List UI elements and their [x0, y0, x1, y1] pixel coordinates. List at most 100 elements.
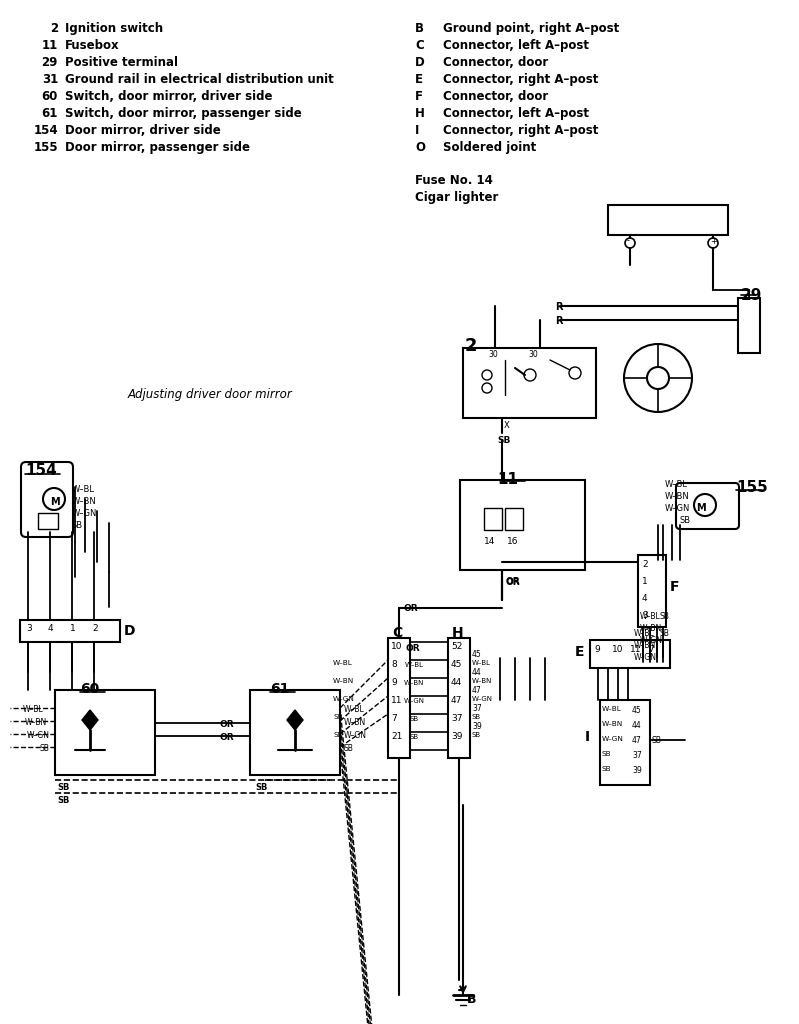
Text: W–BN: W–BN	[344, 718, 366, 727]
Text: W–BN: W–BN	[72, 497, 97, 506]
Bar	[448, 638, 470, 758]
Text: SB: SB	[255, 783, 268, 792]
Text: -: -	[627, 237, 630, 246]
Text: Connector, left A–post: Connector, left A–post	[443, 106, 589, 120]
Text: Switch, door mirror, passenger side: Switch, door mirror, passenger side	[65, 106, 302, 120]
Text: 1: 1	[642, 577, 648, 586]
Text: OR: OR	[505, 577, 519, 586]
Text: SB: SB	[57, 796, 70, 805]
Text: 10: 10	[612, 645, 623, 654]
Text: W–BN: W–BN	[403, 680, 424, 686]
Text: 30: 30	[488, 350, 498, 359]
Text: W–BN: W–BN	[634, 641, 656, 650]
Text: SB: SB	[472, 714, 481, 720]
Text: SB: SB	[409, 734, 419, 740]
Text: Fuse No. 14: Fuse No. 14	[415, 174, 493, 187]
Text: W–BL: W–BL	[640, 612, 661, 621]
Text: 21: 21	[391, 732, 403, 741]
Text: SB: SB	[344, 744, 354, 753]
Text: R: R	[555, 316, 563, 326]
Bar	[38, 513, 58, 529]
Bar	[250, 690, 340, 775]
Text: 11: 11	[498, 472, 519, 487]
Text: 1: 1	[70, 624, 76, 633]
Text: W–GN: W–GN	[27, 731, 50, 740]
Polygon shape	[287, 710, 303, 730]
Text: SB: SB	[680, 516, 691, 525]
Text: 155: 155	[34, 141, 58, 154]
Text: W–GN: W–GN	[602, 736, 624, 742]
Text: I: I	[585, 730, 590, 744]
Bar	[608, 205, 728, 234]
Text: Adjusting driver door mirror: Adjusting driver door mirror	[128, 388, 292, 401]
Text: OR: OR	[220, 733, 235, 742]
Text: W–BN: W–BN	[602, 721, 623, 727]
Text: 11: 11	[630, 645, 642, 654]
Text: Ignition switch: Ignition switch	[65, 22, 163, 35]
Text: Door mirror, passenger side: Door mirror, passenger side	[65, 141, 250, 154]
Text: Ground point, right A–post: Ground point, right A–post	[443, 22, 619, 35]
Text: 2: 2	[50, 22, 58, 35]
Text: 14: 14	[484, 537, 495, 546]
Text: W–GN: W–GN	[344, 731, 367, 740]
Text: 3: 3	[642, 611, 648, 620]
Text: 47: 47	[451, 696, 463, 705]
Text: SB: SB	[333, 714, 343, 720]
Bar	[484, 508, 502, 530]
Text: W–GN: W–GN	[640, 636, 663, 645]
Text: C: C	[415, 39, 423, 52]
Text: 4: 4	[642, 594, 648, 603]
Text: SB: SB	[602, 751, 611, 757]
Text: 61: 61	[270, 682, 289, 696]
Text: W–BL: W–BL	[344, 705, 365, 714]
Text: 16: 16	[507, 537, 519, 546]
Text: Soldered joint: Soldered joint	[443, 141, 536, 154]
Text: 44: 44	[451, 678, 463, 687]
Text: Connector, left A–post: Connector, left A–post	[443, 39, 589, 52]
Text: W–GN: W–GN	[403, 698, 424, 705]
Text: 47: 47	[632, 736, 642, 745]
Text: Positive terminal: Positive terminal	[65, 56, 178, 69]
Bar	[388, 638, 410, 758]
Text: C: C	[392, 626, 402, 640]
Text: Connector, right A–post: Connector, right A–post	[443, 124, 598, 137]
Text: SB: SB	[602, 766, 611, 772]
Text: W–BL: W–BL	[72, 485, 95, 494]
Text: W–BL: W–BL	[472, 660, 491, 666]
Text: 30: 30	[528, 350, 538, 359]
Text: Cigar lighter: Cigar lighter	[415, 191, 499, 204]
Text: 4: 4	[48, 624, 54, 633]
Text: W–BN: W–BN	[333, 678, 354, 684]
Text: I: I	[415, 124, 419, 137]
Text: 52: 52	[451, 642, 463, 651]
Text: Connector, right A–post: Connector, right A–post	[443, 73, 598, 86]
Text: 44: 44	[472, 668, 482, 677]
Text: B: B	[415, 22, 424, 35]
Text: 7: 7	[648, 645, 654, 654]
Text: Door mirror, driver side: Door mirror, driver side	[65, 124, 221, 137]
Text: 155: 155	[736, 480, 768, 495]
Text: 45: 45	[451, 660, 463, 669]
Text: B: B	[467, 993, 476, 1006]
Text: E: E	[575, 645, 585, 659]
Text: W–BN: W–BN	[665, 492, 690, 501]
Text: 60: 60	[42, 90, 58, 103]
Text: SB: SB	[652, 736, 662, 745]
Text: W–GN: W–GN	[333, 696, 355, 702]
Text: OR: OR	[406, 644, 420, 653]
Text: Connector, door: Connector, door	[443, 56, 548, 69]
Text: 9: 9	[594, 645, 600, 654]
Bar	[55, 690, 155, 775]
Text: 37: 37	[451, 714, 463, 723]
Text: 9: 9	[391, 678, 397, 687]
Text: 44: 44	[632, 721, 642, 730]
Text: F: F	[415, 90, 423, 103]
Bar	[505, 508, 523, 530]
Text: W–GN: W–GN	[72, 509, 97, 518]
Text: 11: 11	[42, 39, 58, 52]
Text: H: H	[415, 106, 425, 120]
Text: W–BL: W–BL	[23, 705, 44, 714]
Text: F: F	[670, 580, 679, 594]
Text: W–GN: W–GN	[634, 653, 657, 662]
Text: 60: 60	[80, 682, 99, 696]
